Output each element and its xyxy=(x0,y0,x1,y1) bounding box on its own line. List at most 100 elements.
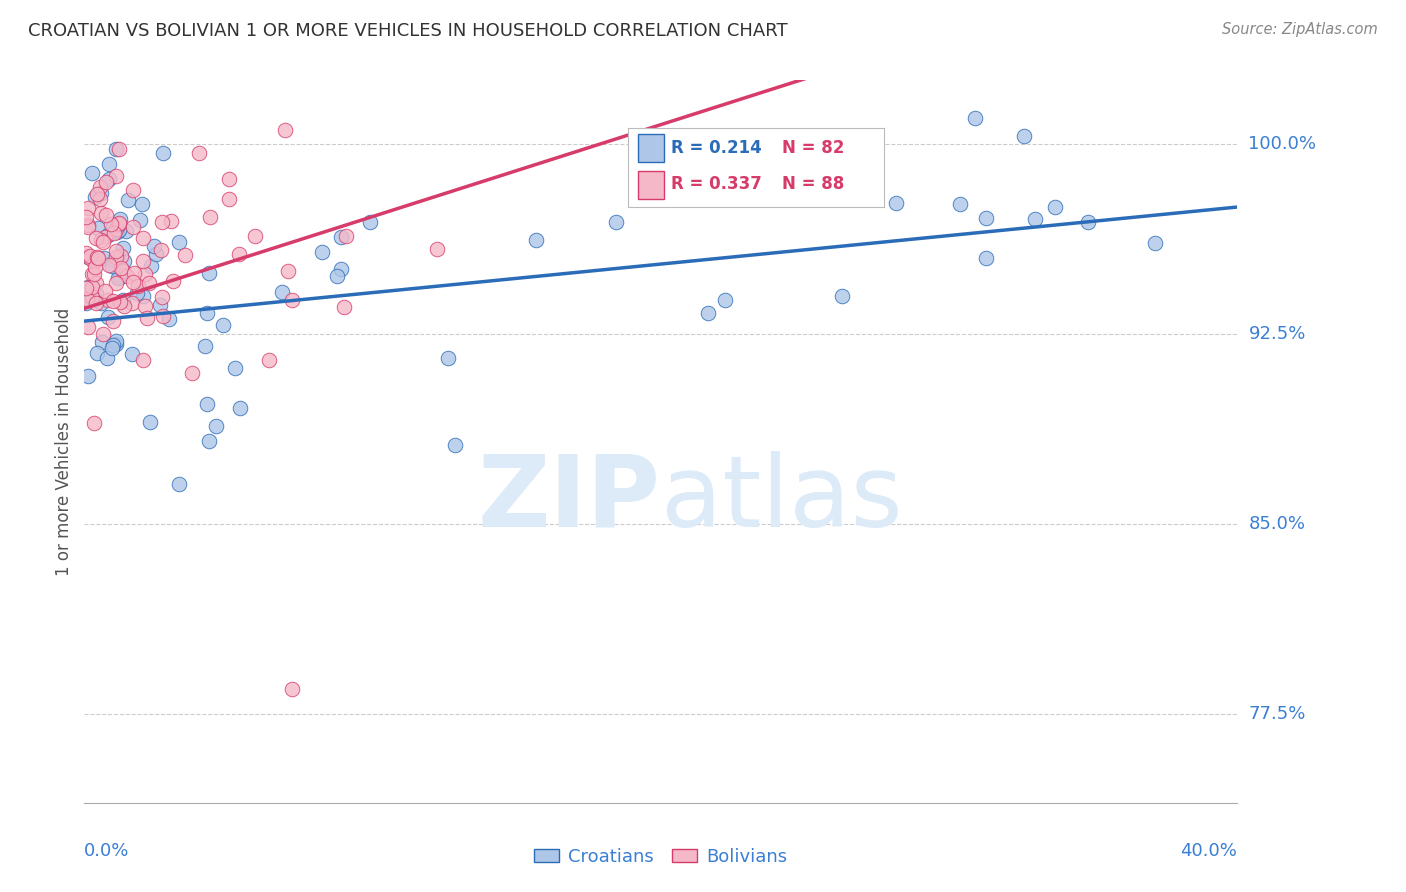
Point xyxy=(91,334,114,349)
Point xyxy=(134,299,156,313)
Point xyxy=(195,306,218,320)
Point xyxy=(218,192,240,206)
Text: atlas: atlas xyxy=(661,450,903,548)
Point xyxy=(77,320,100,334)
Point xyxy=(90,295,112,310)
Point xyxy=(101,260,124,274)
Point xyxy=(117,268,139,283)
Point xyxy=(93,284,115,298)
Point xyxy=(77,368,100,383)
Point xyxy=(97,172,120,186)
Point xyxy=(697,306,720,320)
Point xyxy=(104,244,127,259)
Point xyxy=(359,214,381,228)
Point xyxy=(80,290,103,304)
Point xyxy=(121,183,143,197)
Point xyxy=(83,190,105,204)
Point xyxy=(83,267,105,281)
Point xyxy=(111,264,134,278)
Point xyxy=(86,250,108,264)
Point xyxy=(277,264,299,278)
Point xyxy=(84,231,107,245)
Point xyxy=(104,336,127,351)
Point xyxy=(149,298,172,312)
Point xyxy=(329,261,352,276)
Point xyxy=(330,230,353,244)
Point xyxy=(96,351,118,366)
Point xyxy=(335,229,357,244)
Point xyxy=(105,225,128,239)
Point xyxy=(160,213,183,227)
FancyBboxPatch shape xyxy=(638,171,664,199)
Point xyxy=(425,242,447,256)
Point xyxy=(974,211,997,226)
Point xyxy=(80,166,103,180)
Point xyxy=(273,122,295,136)
Point xyxy=(150,290,173,304)
Point xyxy=(167,477,190,491)
Point xyxy=(886,196,908,211)
Text: 40.0%: 40.0% xyxy=(1181,842,1237,860)
Point xyxy=(76,219,98,233)
Point xyxy=(107,270,129,285)
Point xyxy=(75,281,97,295)
Point xyxy=(121,347,143,361)
Point xyxy=(281,681,304,696)
Point xyxy=(135,311,157,326)
Text: N = 82: N = 82 xyxy=(782,139,844,157)
Point xyxy=(228,246,250,260)
Point xyxy=(89,180,111,194)
Point xyxy=(333,301,356,315)
Point xyxy=(1143,235,1166,250)
Point xyxy=(145,247,167,261)
Point xyxy=(167,235,190,249)
Point xyxy=(121,219,143,234)
Point xyxy=(257,353,280,368)
Point xyxy=(280,293,302,308)
Point xyxy=(444,437,467,451)
Point xyxy=(117,193,139,207)
Text: N = 88: N = 88 xyxy=(782,175,844,193)
Point xyxy=(83,260,105,275)
FancyBboxPatch shape xyxy=(638,134,664,161)
Point xyxy=(229,401,252,415)
Point xyxy=(174,248,197,262)
Point xyxy=(134,267,156,281)
Point xyxy=(127,279,149,293)
Point xyxy=(131,197,153,211)
Point xyxy=(103,252,125,267)
Point xyxy=(198,266,221,280)
Point xyxy=(187,145,209,160)
Point xyxy=(132,253,155,268)
Text: CROATIAN VS BOLIVIAN 1 OR MORE VEHICLES IN HOUSEHOLD CORRELATION CHART: CROATIAN VS BOLIVIAN 1 OR MORE VEHICLES … xyxy=(28,22,787,40)
Point xyxy=(94,208,117,222)
Point xyxy=(152,309,174,323)
Point xyxy=(125,285,148,300)
Point xyxy=(132,288,155,302)
Point xyxy=(100,217,122,231)
Point xyxy=(84,287,107,301)
Point xyxy=(114,224,136,238)
Point xyxy=(198,210,221,224)
Point xyxy=(122,275,145,289)
Point xyxy=(104,142,127,156)
Point xyxy=(111,241,134,255)
Point xyxy=(139,259,162,273)
Point xyxy=(524,233,547,247)
Point xyxy=(97,227,120,242)
Point xyxy=(104,169,127,183)
Point xyxy=(84,276,107,290)
Point xyxy=(157,311,180,326)
Point xyxy=(180,366,202,380)
Point xyxy=(77,201,100,215)
Point xyxy=(197,434,219,449)
Point xyxy=(110,249,132,263)
Point xyxy=(89,192,111,206)
Point xyxy=(75,246,97,260)
Point xyxy=(1045,200,1067,214)
Text: Source: ZipAtlas.com: Source: ZipAtlas.com xyxy=(1222,22,1378,37)
Point xyxy=(139,415,162,429)
Point xyxy=(91,235,114,249)
Point xyxy=(224,361,246,376)
Point xyxy=(605,214,627,228)
